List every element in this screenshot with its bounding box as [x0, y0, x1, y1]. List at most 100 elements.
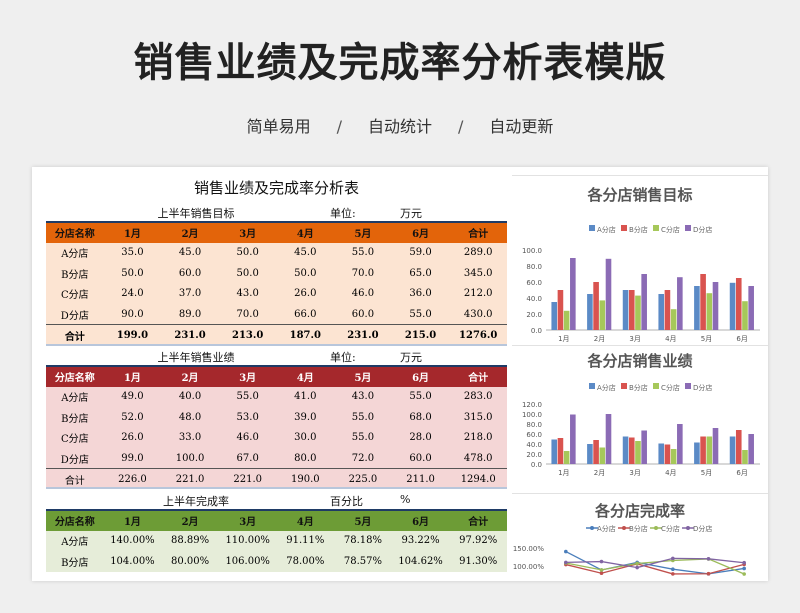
column-header: 6月 [391, 221, 450, 243]
value-cell: 106.00% [218, 551, 277, 572]
value-cell: 78.18% [334, 530, 392, 551]
legend-marker [654, 526, 658, 530]
value-cell: 99.0 [103, 448, 162, 469]
column-header: 1月 [103, 221, 162, 243]
column-header: 4月 [276, 221, 335, 243]
y-tick-label: 0.0 [531, 327, 542, 335]
legend-label: B分店 [629, 383, 648, 392]
bar [664, 444, 671, 464]
actual-table: 分店名称 1月 2月 3月 4月 5月 6月 合计 A分店 49.0 40.0 55.0 41.0 43… [46, 365, 507, 489]
x-tick-label: 5月 [701, 335, 712, 343]
column-header: 1月 [103, 509, 162, 531]
table-row: A分店 35.0 45.0 50.0 45.0 55.0 59.0 289.0 [46, 242, 507, 263]
y-tick-label: 40.0 [526, 295, 542, 303]
column-header: 2月 [161, 509, 219, 531]
feature-auto-update: 自动更新 [489, 117, 554, 136]
series-line [565, 563, 745, 575]
column-header: 6月 [391, 365, 450, 387]
actual-caption: 上半年销售业绩 [157, 351, 235, 364]
value-cell: 50.0 [218, 263, 277, 284]
page-title: 销售业绩及完成率分析表模版 [133, 40, 667, 86]
bar [641, 430, 647, 464]
sheet-title: 销售业绩及完成率分析表 [193, 179, 359, 197]
value-cell: 39.0 [276, 407, 335, 428]
legend-label: D分店 [693, 225, 712, 234]
data-point [599, 571, 604, 575]
value-cell: 48.0 [161, 407, 219, 428]
column-header: 合计 [449, 221, 507, 243]
bar [551, 302, 558, 330]
chart-title: 各分店销售业绩 [587, 352, 693, 370]
target-unit-label: 单位: [330, 207, 356, 220]
value-cell: 37.0 [161, 283, 219, 304]
bar [635, 295, 641, 330]
legend-swatch [685, 225, 691, 231]
bar [677, 424, 683, 464]
bar [729, 282, 736, 330]
column-header: 合计 [449, 509, 507, 531]
value-cell: 65.0 [391, 263, 450, 284]
y-tick-label: 100.0 [522, 411, 542, 419]
y-tick-label: 60.0 [526, 279, 542, 287]
legend-marker [686, 526, 690, 530]
value-cell: 24.0 [103, 283, 162, 304]
legend-marker [622, 526, 626, 530]
value-cell: 140.00% [103, 530, 162, 551]
legend-label: B分店 [629, 524, 648, 533]
series-line [565, 551, 745, 575]
x-tick-label: 4月 [665, 469, 676, 477]
table-row: D分店 99.0 100.0 67.0 80.0 72.0 60.0 478.0 [46, 448, 507, 469]
bar [587, 294, 593, 330]
target-chart-panel: 各分店销售目标 A分店 B分店 C分店 D分店 0.0 20.0 40.0 60.0 80.0 1… [512, 175, 768, 343]
value-cell: 55.0 [391, 304, 450, 325]
column-header: 分店名称 [46, 365, 104, 387]
bar [570, 414, 576, 464]
value-cell: 55.0 [334, 407, 392, 428]
legend-label: C分店 [661, 383, 680, 392]
value-cell: 45.0 [276, 242, 335, 263]
series-line [565, 557, 745, 569]
data-point [706, 557, 711, 561]
store-name-cell: C分店 [46, 283, 104, 304]
total-label-cell: 合计 [46, 468, 104, 489]
value-cell: 104.00% [103, 551, 162, 572]
total-value-cell: 215.0 [391, 324, 450, 345]
legend-label: C分店 [661, 524, 680, 533]
spreadsheet-preview: 销售业绩及完成率分析表 上半年销售目标 单位: 万元 分店名称 1月 2月 3月 4月 5… [32, 167, 768, 581]
bar [658, 443, 665, 464]
bar [593, 282, 599, 330]
bar [622, 436, 629, 464]
rate-line-chart: A分店 B分店 C分店 D分店 100.00% 150.00% [513, 524, 746, 576]
y-tick-label: 60.0 [526, 431, 542, 439]
bar [742, 301, 748, 330]
column-header: 2月 [161, 365, 219, 387]
value-cell: 78.00% [276, 551, 335, 572]
table-row: A分店 49.0 40.0 55.0 41.0 43.0 55.0 283.0 [46, 386, 507, 407]
actual-block: 上半年销售业绩 单位: 万元 分店名称 1月 2月 3月 4月 5月 6月 合计 A分店 49.… [46, 345, 507, 489]
total-value-cell: 225.0 [334, 468, 392, 489]
legend-swatch [589, 225, 595, 231]
data-point [742, 560, 746, 565]
x-tick-label: 3月 [629, 335, 640, 343]
data-point [671, 567, 675, 572]
separator: / [336, 117, 342, 136]
value-cell: 80.00% [161, 551, 219, 572]
value-cell: 26.0 [103, 427, 162, 448]
y-tick-label: 80.0 [526, 421, 542, 429]
bar [658, 294, 665, 330]
data-point [564, 560, 568, 565]
column-header: 3月 [218, 221, 277, 243]
rate-block: 上半年完成率 百分比 % 分店名称 1月 2月 3月 4月 5月 6月 合计 A分店 140.0… [46, 489, 507, 572]
x-tick-label: 1月 [558, 335, 569, 343]
separator: / [458, 117, 464, 136]
bar [748, 434, 754, 464]
value-cell: 30.0 [276, 427, 335, 448]
data-point [635, 565, 639, 570]
value-cell: 289.0 [449, 242, 507, 263]
value-cell: 345.0 [449, 263, 507, 284]
x-tick-label: 6月 [736, 469, 747, 477]
total-value-cell: 1276.0 [449, 324, 507, 345]
value-cell: 43.0 [218, 283, 277, 304]
total-value-cell: 190.0 [276, 468, 335, 489]
y-tick-label: 120.0 [522, 401, 542, 409]
